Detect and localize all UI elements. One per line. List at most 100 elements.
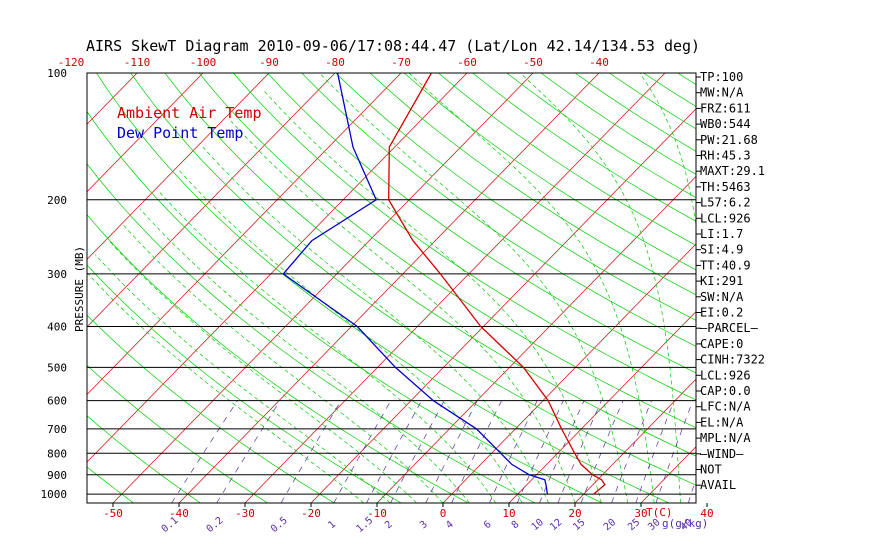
dry-adiabat-line [267, 73, 696, 374]
dry-adiabat-line [87, 264, 402, 503]
index-label: MW:N/A [700, 86, 744, 100]
mixing-ratio-line [557, 400, 602, 503]
dry-adiabat-line [87, 110, 603, 503]
top-temperature-tick-label: -80 [325, 56, 345, 69]
mixing-ratio-line [655, 400, 694, 503]
moist-adiabat-line [408, 73, 655, 503]
isotherm-line [574, 378, 696, 503]
mixing-ratio-label: 2 [383, 519, 395, 531]
mixing-ratio-line [489, 400, 538, 503]
mixing-ratio-line [366, 400, 422, 503]
legend-ambient-air-temp: Ambient Air Temp [117, 104, 262, 122]
index-label: LCL:926 [700, 368, 751, 382]
index-label: MPL:N/A [700, 431, 751, 445]
moist-adiabat-line [263, 90, 602, 503]
index-label: LI:1.7 [700, 227, 743, 241]
index-label: MAXT:29.1 [700, 164, 765, 178]
dry-adiabat-line [87, 214, 469, 503]
top-temperature-tick-label: -100 [190, 56, 217, 69]
index-label: CAP:0.0 [700, 384, 751, 398]
plot-frame [86, 72, 697, 504]
bottom-temperature-tick-label: -50 [103, 507, 123, 520]
index-label: AVAIL [700, 478, 736, 492]
pressure-tick-label: 1000 [41, 488, 68, 501]
dry-adiabat-line [87, 415, 201, 503]
isotherm-line [87, 73, 204, 193]
isotherm-line [178, 73, 600, 503]
mixing-ratio-label: 8 [510, 519, 522, 531]
pressure-tick-label: 900 [47, 469, 67, 482]
pressure-tick-label: 500 [47, 361, 67, 374]
index-label: WB0:544 [700, 117, 751, 131]
isotherm-line [112, 73, 534, 503]
top-temperature-tick-label: -120 [58, 56, 85, 69]
index-label: CINH:7322 [700, 353, 765, 367]
isotherm-line [310, 108, 696, 503]
chart-title: AIRS SkewT Diagram 2010-09-06/17:08:44.4… [86, 37, 700, 55]
dry-adiabat-line [198, 73, 696, 429]
index-label: LCL:926 [700, 211, 751, 225]
index-label: CAPE:0 [700, 337, 743, 351]
mixing-ratio-line [687, 477, 696, 503]
mixing-ratio-line [216, 400, 281, 503]
bottom-temperature-tick-label: 0 [440, 507, 447, 520]
dry-adiabat-line [164, 73, 696, 457]
bottom-temperature-tick-label: 20 [568, 507, 581, 520]
top-temperature-tick-label: -90 [259, 56, 279, 69]
index-label: EI:0.2 [700, 306, 743, 320]
legend-dew-point-temp: Dew Point Temp [117, 124, 243, 142]
temperature-profile-line [388, 73, 606, 495]
mixing-ratio-label: 6 [482, 519, 494, 531]
dry-adiabat-line [130, 73, 696, 486]
bottom-temperature-tick-label: 10 [502, 507, 515, 520]
moist-adiabat-line [319, 73, 629, 503]
mixing-ratio-line [539, 400, 585, 503]
index-label: SW:N/A [700, 290, 744, 304]
isotherm-line [87, 73, 270, 260]
moist-adiabat-line [230, 120, 576, 503]
dry-adiabat-line [335, 73, 696, 321]
bottom-temperature-tick-label: 30 [634, 507, 647, 520]
top-temperature-tick-label: -50 [523, 56, 543, 69]
mixing-ratio-line [171, 400, 238, 503]
index-label: —WIND— [700, 447, 744, 461]
index-label: —PARCEL— [700, 321, 759, 335]
mixing-ratio-line [333, 400, 392, 503]
dry-adiabat-line [96, 73, 670, 503]
pressure-tick-label: 600 [47, 395, 67, 408]
isotherm-line [87, 73, 468, 463]
pressure-tick-label: 200 [47, 194, 67, 207]
mixing-ratio-unit-label: g(g/kg) [662, 517, 708, 530]
mixing-ratio-line [580, 400, 624, 503]
bottom-temperature-tick-label: 40 [700, 507, 713, 520]
mixing-ratio-line [425, 400, 478, 503]
dry-adiabat-line [87, 466, 134, 503]
pressure-tick-label: 800 [47, 447, 67, 460]
index-label: TH:5463 [700, 180, 751, 194]
pressure-tick-label: 300 [47, 268, 67, 281]
isotherm-line [508, 311, 696, 503]
bottom-temperature-tick-label: -40 [169, 507, 189, 520]
dry-adiabat-line [87, 314, 335, 503]
isotherm-line [442, 243, 696, 503]
top-temperature-tick-label: -60 [457, 56, 477, 69]
dry-adiabat-line [403, 73, 696, 271]
top-temperature-tick-label: -70 [391, 56, 411, 69]
mixing-ratio-line [516, 400, 564, 503]
index-label: EL:N/A [700, 415, 744, 429]
y-axis-label: PRESSURE (MB) [73, 246, 86, 332]
index-label: NOT [700, 463, 722, 477]
isotherm-line [87, 73, 336, 328]
index-label: SI:4.9 [700, 243, 743, 257]
index-label: RH:45.3 [700, 149, 751, 163]
index-label: TP:100 [700, 70, 743, 84]
grid-lines [87, 73, 696, 503]
dewpoint-profile-line [282, 73, 549, 495]
moist-adiabat-line [519, 73, 681, 503]
isotherm-line [87, 73, 402, 395]
x-axis-unit-label: T(C) [646, 506, 673, 519]
index-label: LFC:N/A [700, 400, 751, 414]
